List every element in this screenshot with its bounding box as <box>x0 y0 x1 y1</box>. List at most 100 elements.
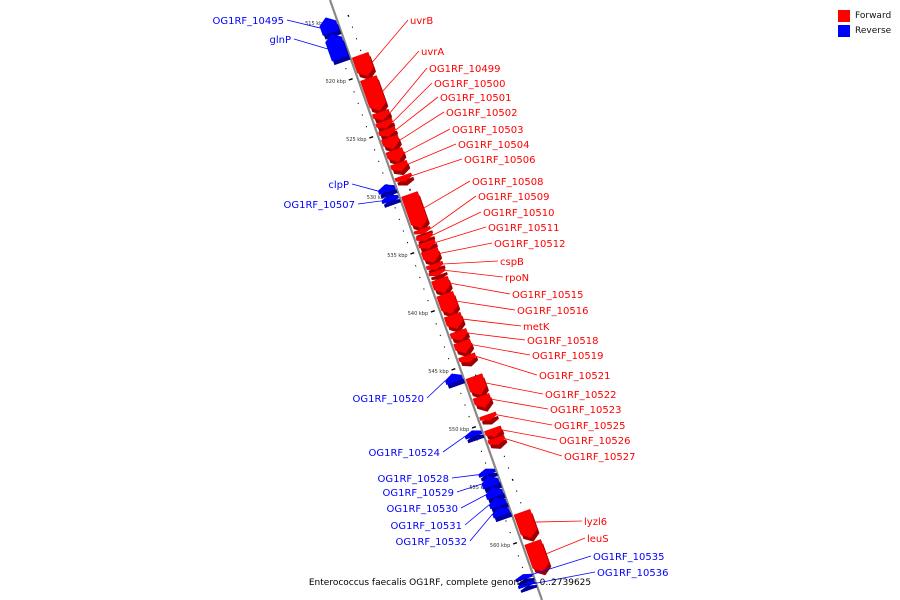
gene-arrow-OG1RF_10507[interactable] <box>381 194 402 208</box>
gene-label-OG1RF_10536[interactable]: OG1RF_10536 <box>597 568 669 579</box>
gene-arrow-OG1RF_10508[interactable] <box>401 191 430 232</box>
tick-marks: 515 kbp 520 kbp 525 kbp 530 kbp 535 kbp 540 k… <box>305 14 547 580</box>
gene-label-OG1RF_10516[interactable]: OG1RF_10516 <box>517 306 589 317</box>
label-leader <box>460 494 486 509</box>
gene-arrow-OG1RF_10504[interactable] <box>390 159 411 176</box>
gene-label-OG1RF_10507[interactable]: OG1RF_10507 <box>284 200 356 211</box>
gene-shadow <box>430 272 448 281</box>
tick-mark <box>369 136 374 139</box>
tick-mark <box>471 426 477 429</box>
gene-body <box>413 225 431 235</box>
gene-arrow-leuS[interactable] <box>524 539 552 576</box>
tick-label: 525 kbp <box>346 137 366 143</box>
gene-label-glnP[interactable]: glnP <box>270 35 292 46</box>
gene-arrow-OG1RF_10516[interactable] <box>436 290 461 318</box>
gene-arrow-glnP[interactable] <box>325 33 351 66</box>
gene-label-OG1RF_10515[interactable]: OG1RF_10515 <box>512 290 584 301</box>
gene-arrow-rpoN[interactable] <box>428 267 448 281</box>
gene-arrow-lyzl6[interactable] <box>513 508 540 542</box>
gene-label-OG1RF_10521[interactable]: OG1RF_10521 <box>539 371 611 382</box>
gene-label-OG1RF_10530[interactable]: OG1RF_10530 <box>387 504 459 515</box>
gene-label-OG1RF_10510[interactable]: OG1RF_10510 <box>483 208 555 219</box>
gene-arrow-OG1RF_10524[interactable] <box>464 430 485 444</box>
gene-body <box>425 260 444 270</box>
gene-label-OG1RF_10526[interactable]: OG1RF_10526 <box>559 436 631 447</box>
tick-label: 550 kbp <box>449 427 469 433</box>
gene-label-OG1RF_10532[interactable]: OG1RF_10532 <box>396 537 468 548</box>
gene-arrow-OG1RF_10530[interactable] <box>485 487 506 504</box>
gene-arrow-uvrA[interactable] <box>360 75 389 115</box>
label-leader <box>467 332 526 341</box>
gene-label-OG1RF_10520[interactable]: OG1RF_10520 <box>353 394 425 405</box>
gene-label-uvrB[interactable]: uvrB <box>410 16 433 27</box>
gene-body <box>513 508 538 538</box>
gene-arrow-OG1RF_10522[interactable] <box>465 373 489 399</box>
gene-arrow-OG1RF_10520[interactable] <box>444 373 466 389</box>
gene-arrow-OG1RF_10525[interactable] <box>479 411 499 425</box>
label-leader <box>475 355 538 376</box>
gene-label-OG1RF_10522[interactable]: OG1RF_10522 <box>545 390 617 401</box>
gene-body <box>449 328 468 341</box>
gene-label-OG1RF_10503[interactable]: OG1RF_10503 <box>452 125 524 136</box>
gene-arrow-OG1RF_10521[interactable] <box>458 352 479 367</box>
gene-arrow-OG1RF_10510[interactable] <box>415 231 436 245</box>
gene-label-metK[interactable]: metK <box>523 322 550 333</box>
gene-label-rpoN[interactable]: rpoN <box>505 273 529 284</box>
gene-label-OG1RF_10528[interactable]: OG1RF_10528 <box>378 474 450 485</box>
gene-body <box>436 290 459 315</box>
gene-label-lyzl6[interactable]: lyzl6 <box>584 517 607 528</box>
gene-body <box>479 411 497 421</box>
label-leader <box>389 67 428 114</box>
gene-body <box>453 338 473 354</box>
gene-arrow-cspB[interactable] <box>425 260 446 274</box>
gene-arrow-OG1RF_10529[interactable] <box>481 475 503 494</box>
tick-mark-right <box>511 478 514 481</box>
gene-label-OG1RF_10529[interactable]: OG1RF_10529 <box>383 488 455 499</box>
gene-label-OG1RF_10519[interactable]: OG1RF_10519 <box>532 351 604 362</box>
gene-body <box>420 246 440 264</box>
gene-label-OG1RF_10506[interactable]: OG1RF_10506 <box>464 155 536 166</box>
tick-mark-right <box>347 14 350 17</box>
gene-label-OG1RF_10512[interactable]: OG1RF_10512 <box>494 239 566 250</box>
tick-label: 540 kbp <box>408 311 428 317</box>
gene-label-OG1RF_10508[interactable]: OG1RF_10508 <box>472 177 544 188</box>
gene-label-OG1RF_10511[interactable]: OG1RF_10511 <box>488 223 560 234</box>
gene-label-OG1RF_10527[interactable]: OG1RF_10527 <box>564 452 636 463</box>
gene-label-OG1RF_10523[interactable]: OG1RF_10523 <box>550 405 622 416</box>
gene-arrow-OG1RF_10532[interactable] <box>492 506 513 523</box>
label-leader <box>426 380 446 399</box>
gene-label-OG1RF_10524[interactable]: OG1RF_10524 <box>369 448 441 459</box>
gene-label-OG1RF_10518[interactable]: OG1RF_10518 <box>527 336 599 347</box>
gene-arrow-uvrB[interactable] <box>351 51 376 80</box>
gene-arrow-OG1RF_10523[interactable] <box>472 392 494 412</box>
tick-label: 535 kbp <box>387 253 407 259</box>
gene-label-OG1RF_10531[interactable]: OG1RF_10531 <box>391 521 463 532</box>
gene-body <box>492 506 511 519</box>
label-leader <box>490 398 549 410</box>
gene-label-uvrA[interactable]: uvrA <box>421 47 444 58</box>
gene-body <box>375 118 394 129</box>
gene-label-OG1RF_10502[interactable]: OG1RF_10502 <box>446 108 518 119</box>
gene-label-leuS[interactable]: leuS <box>587 534 609 545</box>
gene-label-clpP[interactable]: clpP <box>328 180 349 191</box>
gene-label-OG1RF_10499[interactable]: OG1RF_10499 <box>429 64 501 75</box>
gene-label-OG1RF_10509[interactable]: OG1RF_10509 <box>478 192 550 203</box>
gene-label-OG1RF_10504[interactable]: OG1RF_10504 <box>458 140 530 151</box>
gene-body <box>351 51 374 77</box>
gene-label-OG1RF_10535[interactable]: OG1RF_10535 <box>593 552 665 563</box>
reverse-swatch <box>838 24 850 37</box>
gene-arrow-OG1RF_10506[interactable] <box>394 172 415 186</box>
gene-arrow-OG1RF_10527[interactable] <box>487 434 508 449</box>
gene-body <box>478 468 496 478</box>
gene-label-OG1RF_10495[interactable]: OG1RF_10495 <box>213 16 285 27</box>
gene-arrow-clpP[interactable] <box>377 184 398 199</box>
gene-label-OG1RF_10500[interactable]: OG1RF_10500 <box>434 79 506 90</box>
tick-label: 530 kbp <box>367 195 387 201</box>
gene-label-OG1RF_10525[interactable]: OG1RF_10525 <box>554 421 626 432</box>
gene-arrow-OG1RF_10519[interactable] <box>453 338 475 358</box>
gene-label-OG1RF_10501[interactable]: OG1RF_10501 <box>440 93 512 104</box>
gene-label-cspB[interactable]: cspB <box>500 257 524 268</box>
label-leader <box>286 19 321 29</box>
gene-arrow-metK[interactable] <box>443 311 466 333</box>
